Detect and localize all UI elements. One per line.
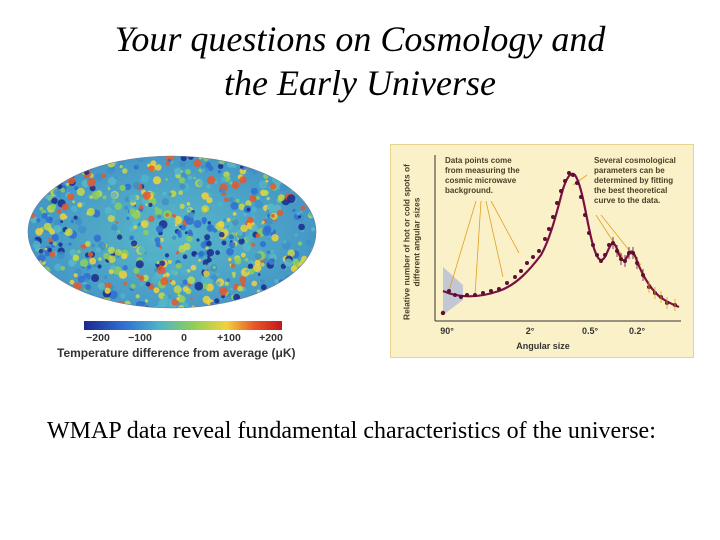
x-tick: 0.5° — [581, 326, 599, 336]
cmb-tick: 0 — [181, 332, 187, 344]
x-tick: 0.2° — [628, 326, 646, 336]
cmb-tick: +200 — [259, 332, 283, 344]
y-axis-label: Relative number of hot or cold spots of … — [401, 163, 421, 320]
title-line-1: Your questions on Cosmology and — [114, 19, 606, 59]
cmb-tick: +100 — [217, 332, 241, 344]
power-spectrum-panel: Relative number of hot or cold spots of … — [390, 144, 694, 358]
annotation-right: Several cosmological parameters can be d… — [594, 156, 676, 205]
body-text: WMAP data reveal fundamental characteris… — [47, 418, 656, 444]
data-points — [440, 170, 677, 316]
variance-band — [443, 267, 463, 315]
slide-title: Your questions on Cosmology and the Earl… — [0, 18, 720, 106]
temperature-color-scale — [84, 321, 282, 330]
cmb-sky-map — [27, 155, 317, 330]
cmb-tick: −200 — [86, 332, 110, 344]
cmb-scale-label: Temperature difference from average (μK) — [57, 346, 296, 360]
x-axis-label: Angular size — [516, 341, 570, 351]
annotation-left: Data points come from measuring the cosm… — [445, 156, 520, 195]
x-tick: 90° — [440, 326, 454, 336]
y-axis-label-box: Relative number of hot or cold spots of … — [392, 149, 432, 334]
power-spectrum-plot — [434, 155, 681, 322]
cmb-tick: −100 — [128, 332, 152, 344]
title-line-2: the Early Universe — [224, 62, 496, 103]
x-tick: 2° — [525, 326, 535, 336]
cmb-noise-pattern — [28, 156, 316, 308]
cmb-sky-map-figure: −200 −100 0 +100 +200 Temperature differ… — [24, 150, 344, 370]
